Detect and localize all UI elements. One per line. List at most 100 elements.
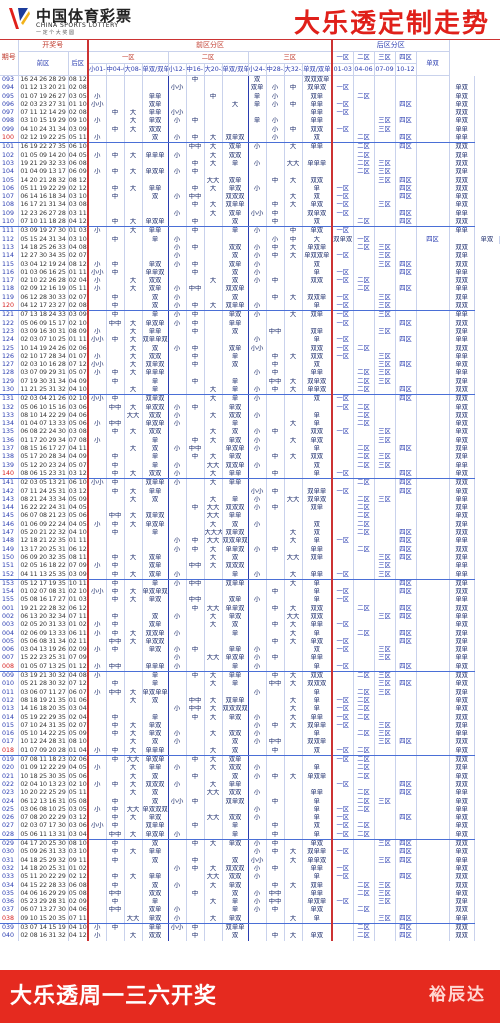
table-row: 101 16 19 22 27 35 06 10 中中大双单小大单单 二区 四区 双双 — [0, 142, 500, 152]
front-zone-cell — [284, 562, 303, 571]
period-cell: 106 — [0, 184, 19, 194]
back-zone-cell — [374, 209, 396, 219]
front-zone-cell — [204, 268, 223, 278]
front-zone-cell: 单单双 — [142, 268, 169, 278]
front-zone-cell: 大 — [284, 453, 303, 462]
table-row: 039 03 07 14 15 19 04 10 小中单单 小小中双单单 二区 四区 双双 — [0, 923, 500, 933]
front-zone-cell — [124, 705, 143, 714]
back-odd-even-cell: 双双 — [449, 319, 475, 328]
back-zone4-header: 四区 — [395, 51, 417, 64]
front-zone-cell — [204, 125, 223, 135]
back-zone-cell — [416, 613, 450, 622]
back-zone-cell — [332, 772, 354, 781]
front-zone-cell — [88, 579, 107, 589]
back-zone-cell: 一区 — [332, 830, 354, 841]
back-zone-cell — [374, 621, 396, 630]
front-zone-cell — [248, 168, 267, 177]
table-row: 130 11 21 25 31 32 04 10 大单大单小中大单单双 二区 四区 双双 — [0, 385, 500, 396]
back-zone-cell — [416, 873, 450, 882]
front-numbers-cell: 02 05 20 31 33 — [18, 621, 69, 630]
front-zone-cell — [186, 411, 205, 421]
front-zone-cell: 小 — [248, 662, 267, 673]
back-zone-cell: 二区 — [353, 478, 375, 488]
back-odd-even-cell: 单双 — [449, 487, 475, 496]
front-zone-cell: 小 — [168, 914, 187, 924]
front-zone-cell: 中 — [106, 461, 125, 470]
back-zone-cell — [374, 830, 396, 841]
front-zone-cell: 中 — [186, 822, 205, 831]
back-zone-cell — [353, 579, 375, 589]
trend-table-container[interactable]: 期号 开奖号 前区分区 后区分区 前区 后区 一区 二区 三区 一区 二区 三区… — [0, 40, 500, 970]
front-zone-cell: 小 — [248, 302, 267, 312]
front-zone-cell — [284, 394, 303, 404]
back-zone-cell — [416, 932, 450, 941]
back-odd-even-cell: 双单 — [449, 688, 475, 697]
front-zone-cell: 双单 — [222, 755, 249, 765]
front-numbers-cell: 03 07 14 15 19 — [18, 923, 69, 933]
front-zone-cell: 中中 — [106, 662, 125, 673]
front-zone-cell: 单单 — [142, 226, 169, 236]
front-zone-cell — [204, 319, 223, 328]
back-odd-even-cell: 双双 — [449, 109, 475, 118]
front-zone-cell — [248, 218, 267, 228]
front-zone-cell: 中 — [106, 873, 125, 882]
back-zone-cell — [395, 755, 417, 765]
back-zone-cell: 二区 — [353, 789, 375, 798]
back-odd-even-cell: 单双 — [449, 680, 475, 689]
front-zone-cell — [266, 478, 285, 488]
col-header: 单双/双单 — [302, 63, 333, 76]
front-zone-cell: 单 — [302, 662, 333, 673]
period-cell: 099 — [0, 125, 19, 135]
front-numbers-cell: 02 12 19 22 25 — [18, 134, 69, 144]
front-zone-cell: 小 — [248, 445, 267, 454]
table-row: 024 06 12 13 16 31 05 08 中双小小中双单双中单二区 三区 单双 — [0, 797, 500, 806]
front-zone-cell: 小 — [266, 100, 285, 110]
back-zone-cell — [332, 914, 354, 924]
front-numbers-cell: 04 06 16 29 29 — [18, 889, 69, 899]
front-zone-cell — [88, 873, 107, 882]
front-zone-cell: 小 — [88, 562, 107, 571]
col-header: 大32-35 — [284, 63, 303, 76]
front-numbers-cell: 08 06 15 23 31 — [18, 469, 69, 480]
front-zone-cell — [168, 873, 187, 882]
front-zone-cell: 双双双 — [222, 562, 249, 571]
back-zone-cell — [395, 562, 417, 571]
back-numbers-cell: 07 09 — [68, 562, 89, 571]
front-zone-cell: 小 — [168, 151, 187, 160]
front-zone-cell: 大大 — [204, 789, 223, 798]
front-zone-cell — [284, 646, 303, 655]
front-zone-cell — [88, 830, 107, 841]
back-odd-even-cell: 双双 — [449, 385, 475, 396]
front-zone-cell — [124, 654, 143, 663]
front-zone-cell: 双单 — [142, 562, 169, 571]
front-zone-cell: 单单 — [222, 469, 249, 480]
front-zone-cell: 双双 — [142, 428, 169, 437]
front-zone-cell — [142, 201, 169, 210]
back-zone-cell: 一区 — [332, 352, 354, 362]
back-zone-cell — [332, 512, 354, 521]
back-odd-even-cell: 单双 — [449, 772, 475, 781]
back-zone-cell: 二区 — [353, 545, 375, 554]
front-zone-cell — [168, 385, 187, 396]
front-zone-cell — [248, 637, 267, 647]
front-zone-cell — [266, 495, 285, 505]
back-zone-cell: 四区 — [395, 209, 417, 219]
front-zone-cell: 单 — [302, 420, 333, 429]
front-zone-cell: 双单 — [222, 142, 249, 152]
front-zone-cell: 小 — [168, 293, 187, 303]
col-header: 小12-15 — [168, 63, 187, 76]
front-zone-cell: 小小 — [168, 797, 187, 806]
back-zone-cell: 四区 — [395, 336, 417, 345]
back-zone-cell — [353, 268, 375, 278]
front-zone-cell: 大 — [284, 193, 303, 202]
table-row: 136 01 17 20 29 34 07 08 小单中大单双小大单双 三区 单双 — [0, 436, 500, 446]
back-numbers-cell: 07 09 — [68, 654, 89, 663]
front-zone-cell: 大 — [124, 746, 143, 757]
front-numbers-cell: 05 11 19 22 29 — [18, 184, 69, 194]
back-zone-cell — [374, 469, 396, 480]
front-numbers-cell: 06 12 13 16 31 — [18, 797, 69, 806]
back-zone-cell — [374, 226, 396, 236]
front-zone-cell — [186, 764, 205, 773]
front-zone-cell: 双 — [142, 772, 169, 781]
back-odd-even-cell: 单双 — [474, 235, 500, 244]
